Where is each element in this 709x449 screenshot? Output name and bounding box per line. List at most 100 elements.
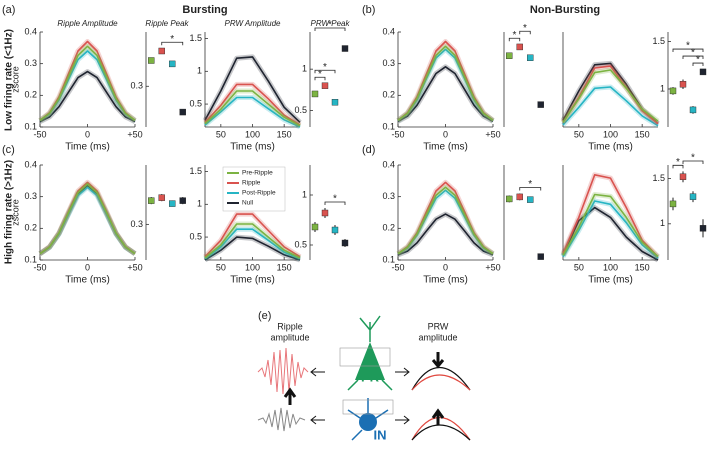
- significance-bracket: [508, 37, 521, 42]
- chart-title: PRW Amplitude: [224, 19, 281, 28]
- y-tick-label: 1.5: [189, 33, 202, 43]
- x-tick-label: 50: [574, 262, 584, 272]
- arrow: [431, 408, 445, 425]
- marker: [699, 225, 707, 232]
- marker: [311, 223, 319, 231]
- row-title: Low firing rate (<1Hz): [4, 29, 15, 131]
- x-tick-label: -50: [33, 129, 46, 139]
- marker: [341, 239, 349, 247]
- band: [396, 184, 495, 256]
- y-tick-label: 0.1: [24, 121, 37, 131]
- y-tick-label: 0.3: [24, 58, 37, 68]
- y-tick-label: 0.3: [24, 191, 37, 201]
- significance-label: *: [318, 69, 322, 80]
- significance-bracket: [519, 30, 531, 35]
- y-tick-label: 0.2: [382, 223, 395, 233]
- arrow: [431, 352, 445, 369]
- marker: [527, 54, 534, 61]
- diagram-label: amplitude: [418, 332, 457, 342]
- marker: [679, 81, 687, 88]
- marker: [321, 209, 329, 217]
- x-tick-label: 0: [443, 129, 448, 139]
- y-tick-label: 0.5: [294, 105, 307, 115]
- row-title: High firing rate (>1Hz): [4, 160, 15, 264]
- significance-label: *: [696, 55, 700, 66]
- y-tick-label: 1: [302, 64, 307, 74]
- x-tick-label: 50: [574, 129, 584, 139]
- y-tick-label: 0.1: [24, 254, 37, 264]
- y-axis-label: zscore: [10, 199, 20, 226]
- significance-bracket: [519, 187, 542, 191]
- significance-bracket: [314, 69, 336, 74]
- marker: [179, 197, 186, 204]
- series-line: [562, 174, 659, 258]
- y-tick-label: 0.2: [382, 90, 395, 100]
- dendrites: [347, 315, 393, 391]
- significance-label: *: [686, 41, 690, 52]
- series-line: [204, 90, 301, 127]
- x-tick-label: +50: [485, 129, 500, 139]
- y-tick-label: 1: [197, 199, 202, 209]
- x-tick-label: -50: [391, 129, 404, 139]
- series-line: [204, 213, 301, 258]
- x-tick-label: 50: [216, 129, 226, 139]
- significance-bracket: [314, 27, 346, 31]
- panel-label: (a): [2, 4, 15, 16]
- arrow: [310, 415, 325, 425]
- x-axis-label: Time (ms): [423, 275, 468, 286]
- marker: [341, 45, 349, 52]
- significance-bracket: [682, 55, 704, 60]
- prw-curve: [411, 366, 471, 391]
- marker: [179, 108, 186, 116]
- series-line: [204, 96, 301, 128]
- y-tick-label: 0.5: [294, 239, 307, 249]
- panel-label: (b): [362, 4, 375, 16]
- legend-label: Post-Ripple: [242, 190, 276, 197]
- y-tick-label: 0.3: [382, 58, 395, 68]
- x-tick-label: -50: [391, 262, 404, 272]
- ripple-wave: [257, 407, 306, 432]
- y-tick-label: 1: [302, 189, 307, 199]
- y-tick-label: 0.3: [382, 191, 395, 201]
- y-tick-label: 1: [660, 83, 665, 93]
- marker: [506, 52, 513, 59]
- significance-bracket: [692, 62, 704, 67]
- y-tick-label: 0.3: [130, 81, 143, 91]
- y-tick-label: 1.5: [652, 36, 665, 46]
- chart-title: Ripple Amplitude: [57, 19, 118, 28]
- diagram-label: PRW: [428, 321, 449, 331]
- marker: [669, 87, 677, 95]
- marker: [311, 90, 319, 98]
- x-tick-label: 150: [635, 129, 650, 139]
- significance-label: *: [523, 23, 527, 34]
- legend-label: Pre-Ripple: [242, 170, 273, 177]
- significance-label: *: [328, 20, 332, 31]
- marker: [537, 101, 544, 108]
- marker: [506, 195, 513, 203]
- series-line: [204, 83, 301, 126]
- x-axis-label: Time (ms): [65, 142, 110, 153]
- ripple-wave: [257, 347, 309, 395]
- significance-label: *: [676, 157, 680, 168]
- x-tick-label: 0: [85, 129, 90, 139]
- band: [38, 181, 137, 256]
- significance-bracket: [314, 76, 326, 81]
- significance-bracket: [682, 160, 704, 164]
- column-title: Bursting: [182, 4, 227, 16]
- legend-label: Null: [242, 200, 254, 207]
- significance-bracket: [161, 41, 184, 46]
- x-axis-label: Time (ms): [588, 275, 633, 286]
- series-line: [39, 70, 136, 123]
- marker: [331, 99, 339, 106]
- marker: [169, 60, 176, 68]
- y-tick-label: 0.2: [24, 223, 37, 233]
- series-line: [204, 56, 301, 123]
- x-tick-label: 100: [245, 129, 260, 139]
- y-tick-label: 0.5: [189, 98, 202, 108]
- series-line: [562, 200, 659, 259]
- series-line: [39, 45, 136, 122]
- column-title: Non-Bursting: [530, 4, 600, 16]
- panel-label: (e): [258, 310, 271, 322]
- x-axis-label: Time (ms): [230, 275, 275, 286]
